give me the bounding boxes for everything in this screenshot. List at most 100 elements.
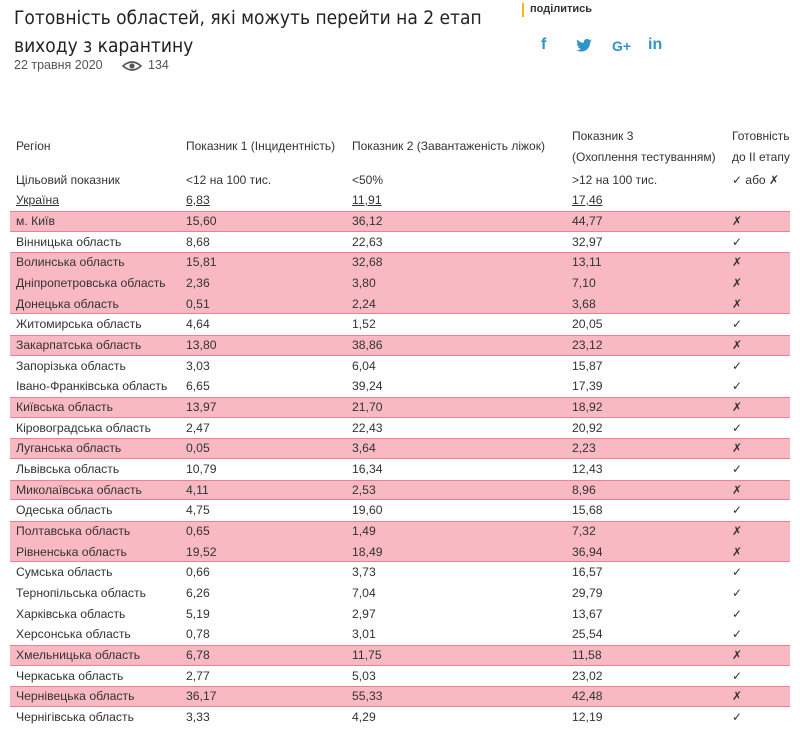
table-cell: 15,87 bbox=[572, 358, 603, 373]
table-cell: 6,65 bbox=[186, 379, 210, 394]
table-cell: ✓ bbox=[732, 462, 743, 477]
table-cell: 3,01 bbox=[352, 627, 376, 642]
table-cell: ✗ bbox=[732, 524, 743, 539]
table-cell: Закарпатська область bbox=[16, 338, 142, 353]
table-cell: 4,29 bbox=[352, 710, 376, 725]
table-cell: 7,32 bbox=[572, 524, 596, 539]
table-cell: 2,36 bbox=[186, 276, 210, 290]
table-cell: 21,70 bbox=[352, 400, 383, 415]
row-highlight bbox=[10, 397, 790, 418]
table-cell: ✓ bbox=[732, 420, 743, 435]
table-cell: 3,73 bbox=[352, 565, 376, 580]
table-cell: Харківська область bbox=[16, 606, 126, 621]
table-cell: 10,79 bbox=[186, 462, 217, 477]
table-cell: Вінницька область bbox=[16, 234, 122, 249]
table-cell: 44,77 bbox=[572, 214, 603, 228]
table-cell: 36,12 bbox=[352, 214, 383, 228]
twitter[interactable] bbox=[576, 39, 592, 52]
table-cell: 12,43 bbox=[572, 462, 603, 477]
table-cell: 23,12 bbox=[572, 338, 603, 353]
table-cell: Житомирська область bbox=[16, 317, 142, 332]
target-cell: <12 на 100 тис. bbox=[186, 173, 272, 187]
table-cell: 0,05 bbox=[186, 441, 210, 456]
table-cell: Херсонська область bbox=[16, 627, 131, 642]
table-cell: м. Київ bbox=[16, 214, 55, 228]
table-cell: Київська область bbox=[16, 400, 113, 415]
table-cell: 4,75 bbox=[186, 503, 210, 518]
table-cell: 18,92 bbox=[572, 400, 603, 415]
table-cell: Хмельницька область bbox=[16, 648, 141, 663]
row-highlight bbox=[10, 211, 790, 232]
table-cell: Луганська область bbox=[16, 441, 122, 456]
date: 22 травня 2020 bbox=[14, 58, 103, 72]
table-cell: 1,49 bbox=[352, 524, 376, 539]
table-cell: Чернігівська область bbox=[16, 710, 134, 725]
table-cell: Сумська область bbox=[16, 565, 113, 580]
table-cell: 0,78 bbox=[186, 627, 210, 642]
row-highlight bbox=[10, 479, 790, 501]
target-cell: ✓ або ✗ bbox=[732, 173, 779, 187]
table-cell: Донецька область bbox=[16, 296, 119, 311]
facebook[interactable]: f bbox=[541, 36, 547, 53]
table-cell: 6,78 bbox=[186, 648, 210, 663]
table-cell: ✓ bbox=[732, 565, 743, 580]
table-cell: ✗ bbox=[732, 544, 743, 559]
views: 134 bbox=[148, 58, 169, 72]
target-cell: >12 на 100 тис. bbox=[572, 173, 658, 187]
table-cell: 15,81 bbox=[186, 255, 217, 270]
table-cell: ✓ bbox=[732, 234, 743, 249]
table-cell: ✓ bbox=[732, 710, 743, 725]
table-cell: Рівненська область bbox=[16, 544, 127, 559]
table-cell: ✓ bbox=[732, 627, 743, 642]
row-highlight bbox=[10, 252, 790, 315]
table-cell: Одеська область bbox=[16, 503, 113, 518]
share-bar bbox=[522, 3, 524, 17]
table-cell: 38,86 bbox=[352, 338, 383, 353]
table-cell: Полтавська область bbox=[16, 524, 131, 539]
table-cell: ✗ bbox=[732, 296, 743, 311]
table-cell: Черкаська область bbox=[16, 668, 124, 683]
table-cell: 20,92 bbox=[572, 420, 603, 435]
target-cell: <50% bbox=[352, 173, 384, 187]
linkedin[interactable]: in bbox=[648, 36, 663, 53]
table-cell: 19,52 bbox=[186, 544, 217, 559]
row-highlight bbox=[10, 438, 790, 460]
title: Готовність областей, які можуть перейти … bbox=[14, 7, 482, 57]
row-highlight bbox=[10, 645, 790, 666]
table-cell: 5,03 bbox=[352, 668, 376, 683]
table-cell: Івано-Франківська область bbox=[16, 379, 168, 394]
table-cell: 29,79 bbox=[572, 586, 603, 601]
table-cell: 2,24 bbox=[352, 296, 376, 311]
table-cell: ✗ bbox=[732, 338, 743, 353]
table-cell: ✗ bbox=[732, 276, 743, 290]
table-cell: ✓ bbox=[732, 606, 743, 621]
table-cell: 0,65 bbox=[186, 524, 210, 539]
table-cell: Волинська область bbox=[16, 255, 125, 270]
table-cell: 4,11 bbox=[186, 482, 209, 497]
table-cell: 32,97 bbox=[572, 234, 603, 249]
table-cell: 13,67 bbox=[572, 606, 603, 621]
table-cell: 1,52 bbox=[352, 317, 376, 332]
table-cell: 5,19 bbox=[186, 606, 210, 621]
column-header: до ІІ етапу bbox=[732, 150, 790, 164]
table-cell: 17,39 bbox=[572, 379, 603, 394]
column-header: (Охоплення тестуванням) bbox=[572, 150, 716, 164]
table-cell: ✓ bbox=[732, 668, 743, 683]
table-cell: Запорізька область bbox=[16, 358, 126, 373]
table-cell: 6,04 bbox=[352, 358, 376, 373]
table-cell: 3,80 bbox=[352, 276, 376, 290]
table-cell: 55,33 bbox=[352, 689, 383, 704]
table-cell: ✗ bbox=[732, 441, 743, 456]
google-plus[interactable]: G+ bbox=[612, 38, 632, 54]
table-cell: Миколаївська область bbox=[16, 482, 142, 497]
table-cell: ✓ bbox=[732, 586, 743, 601]
table-cell: 8,68 bbox=[186, 234, 210, 249]
table-cell: 42,48 bbox=[572, 689, 603, 704]
table-cell: ✓ bbox=[732, 379, 743, 394]
target-cell: Цільовий показник bbox=[16, 173, 120, 187]
table-cell: 13,97 bbox=[186, 400, 217, 415]
table-cell: 19,60 bbox=[352, 503, 383, 518]
table-cell: 32,68 bbox=[352, 255, 383, 270]
column-header: Показник 2 (Завантаженість ліжок) bbox=[352, 139, 545, 153]
